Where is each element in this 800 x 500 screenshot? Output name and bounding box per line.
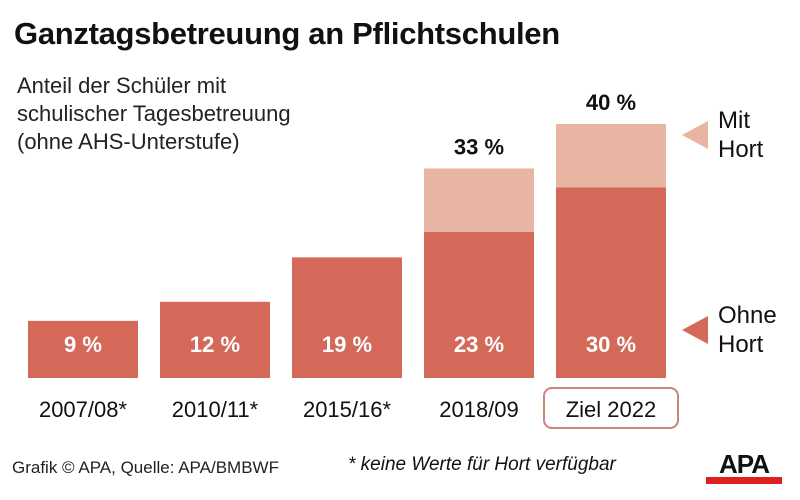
subtitle-line: Anteil der Schüler mit <box>17 73 227 98</box>
footnote: * keine Werte für Hort verfügbar <box>348 454 616 475</box>
legend-label: Hort <box>718 136 764 163</box>
legend-label: Ohne <box>718 302 777 329</box>
bar-ohne-hort <box>160 301 270 378</box>
category-label: Ziel 2022 <box>566 397 657 422</box>
subtitle-line: schulischer Tagesbetreuung <box>17 101 291 126</box>
legend-marker-icon <box>682 121 708 149</box>
subtitle-line: (ohne AHS-Unterstufe) <box>17 129 240 154</box>
category-label: 2018/09 <box>439 397 519 422</box>
bar-ohne-hort <box>424 231 534 378</box>
bar-ohne-hort <box>28 320 138 378</box>
category-label: 2007/08* <box>39 397 128 422</box>
bar-value-label: 19 % <box>322 332 372 357</box>
category-label: 2010/11* <box>172 397 259 422</box>
total-label: 33 % <box>454 134 504 159</box>
bar-ohne-hort <box>292 257 402 378</box>
apa-logo: APA <box>706 451 782 484</box>
chart-title: Ganztagsbetreuung an Pflichtschulen <box>14 16 560 51</box>
bar-mit-hort <box>556 124 666 188</box>
legend-label: Mit <box>718 107 750 134</box>
bar-ohne-hort <box>556 187 666 378</box>
total-label: 40 % <box>586 90 636 115</box>
bar-value-label: 12 % <box>190 332 240 357</box>
category-label: 2015/16* <box>303 397 392 422</box>
legend-label: Hort <box>718 331 764 358</box>
legend-marker-icon <box>682 316 708 344</box>
source-credit: Grafik © APA, Quelle: APA/BMBWF <box>12 458 279 477</box>
highlight-box <box>543 387 679 429</box>
chart-subtitle: Anteil der Schüler mit schulischer Tages… <box>17 72 291 156</box>
bar-value-label: 9 % <box>64 332 102 357</box>
bar-value-label: 30 % <box>586 332 636 357</box>
bar-value-label: 23 % <box>454 332 504 357</box>
bar-mit-hort <box>424 168 534 232</box>
